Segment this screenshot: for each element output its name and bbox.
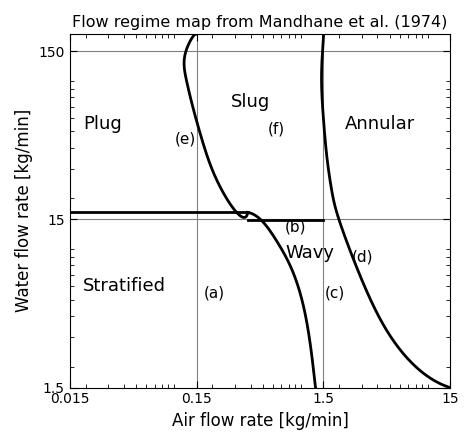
Text: (a): (a) [203,285,225,300]
Y-axis label: Water flow rate [kg/min]: Water flow rate [kg/min] [15,109,33,312]
X-axis label: Air flow rate [kg/min]: Air flow rate [kg/min] [172,412,348,430]
Text: Stratified: Stratified [83,277,166,295]
Text: (b): (b) [285,219,307,235]
Text: Wavy: Wavy [285,244,334,262]
Text: Plug: Plug [83,116,121,134]
Title: Flow regime map from Mandhane et al. (1974): Flow regime map from Mandhane et al. (19… [73,15,447,30]
Text: (e): (e) [174,132,195,147]
Text: Slug: Slug [231,93,270,111]
Text: (f): (f) [268,121,285,136]
Text: (d): (d) [352,249,373,264]
Text: (c): (c) [325,285,346,300]
Text: Annular: Annular [345,116,415,134]
